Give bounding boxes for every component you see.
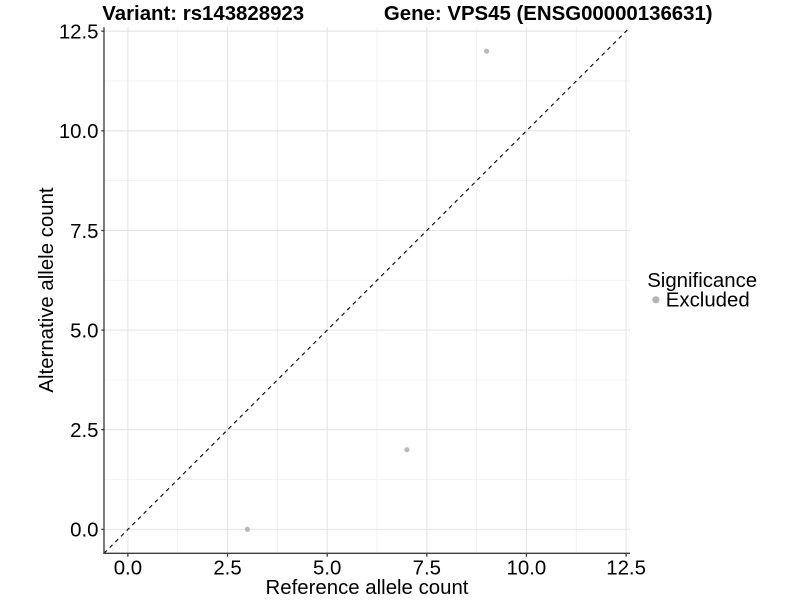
svg-text:0.0: 0.0	[114, 557, 142, 579]
svg-text:5.0: 5.0	[70, 320, 98, 342]
svg-text:Alternative allele count: Alternative allele count	[36, 187, 58, 392]
svg-text:12.5: 12.5	[606, 557, 646, 579]
svg-text:Reference allele count: Reference allele count	[266, 577, 469, 599]
svg-text:12.5: 12.5	[59, 22, 99, 44]
svg-text:5.0: 5.0	[313, 557, 341, 579]
svg-text:7.5: 7.5	[413, 557, 441, 579]
svg-text:10.0: 10.0	[59, 121, 99, 143]
svg-text:Variant: rs143828923: Variant: rs143828923	[102, 3, 304, 25]
svg-text:Gene: VPS45 (ENSG00000136631): Gene: VPS45 (ENSG00000136631)	[384, 3, 713, 25]
svg-text:0.0: 0.0	[70, 520, 98, 542]
svg-text:2.5: 2.5	[213, 557, 241, 579]
svg-text:Significance: Significance	[647, 270, 757, 292]
svg-text:10.0: 10.0	[507, 557, 547, 579]
svg-text:Excluded: Excluded	[666, 290, 750, 312]
svg-text:7.5: 7.5	[70, 221, 98, 243]
svg-text:2.5: 2.5	[70, 420, 98, 442]
